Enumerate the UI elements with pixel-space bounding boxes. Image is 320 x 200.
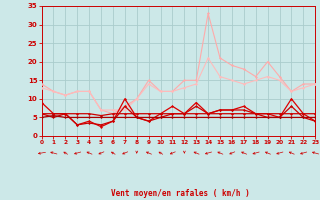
Text: Vent moyen/en rafales ( km/h ): Vent moyen/en rafales ( km/h ): [111, 189, 250, 198]
